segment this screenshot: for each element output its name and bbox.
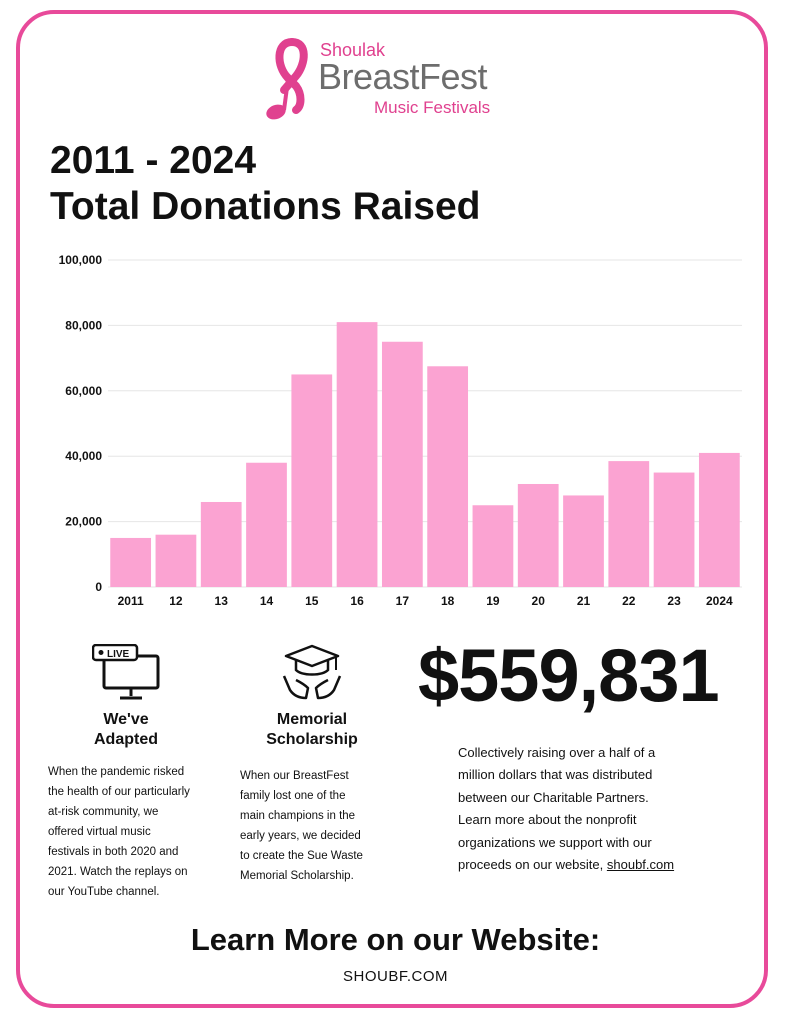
bar-2011 <box>110 537 152 587</box>
feature-title-scholarship: Memorial Scholarship <box>246 710 378 750</box>
body-line: When our BreastFest <box>240 770 349 782</box>
x-tick-label: 2024 <box>706 594 733 608</box>
x-tick-label: 18 <box>441 594 455 608</box>
title-years: 2011 - 2024 <box>50 139 257 182</box>
x-tick-label: 21 <box>577 594 591 608</box>
body-line: million dollars that was distributed <box>458 767 653 783</box>
feature-title-adapted: We've Adapted <box>60 710 192 750</box>
body-line: main champions in the <box>240 810 356 822</box>
y-tick-label: 0 <box>95 580 102 594</box>
x-tick-label: 16 <box>350 594 364 608</box>
body-line: When the pandemic risked <box>48 766 185 778</box>
total-amount: $559,831 <box>418 634 720 717</box>
pink-ribbon-music-note-icon <box>266 38 308 120</box>
donations-bar-chart: 0 20,000 40,000 60,000 80,000 100,000 2011 12 13… <box>59 253 742 608</box>
bar-14 <box>246 462 287 587</box>
feature-title-line: Memorial <box>276 711 348 728</box>
bar-2024 <box>698 452 740 587</box>
bar-18 <box>427 366 469 587</box>
body-line: family lost one of the <box>240 790 346 802</box>
feature-title-line: Adapted <box>94 731 158 748</box>
y-tick-label: 20,000 <box>65 515 102 529</box>
logo-line-shoulak: Shoulak <box>320 40 386 60</box>
bar-20 <box>517 483 559 587</box>
x-tick-label: 22 <box>622 594 636 608</box>
y-tick-label: 80,000 <box>65 318 102 332</box>
body-line: to create the Sue Waste <box>240 850 363 862</box>
feature-title-line: Scholarship <box>266 731 358 748</box>
live-stream-monitor-icon: LIVE <box>92 644 160 700</box>
bar-15 <box>291 374 333 587</box>
x-tick-label: 13 <box>215 594 229 608</box>
page-border <box>16 10 768 1008</box>
body-line: our YouTube channel. <box>48 886 160 898</box>
body-line: the health of our particularly <box>48 786 190 798</box>
body-line: 2021. Watch the replays on <box>48 866 188 878</box>
bar-22 <box>608 461 650 587</box>
body-line: offered virtual music <box>48 826 151 838</box>
body-line: Collectively raising over a half of a <box>458 745 656 760</box>
logo-line-music-festivals: Music Festivals <box>374 98 491 117</box>
body-line: early years, we decided <box>240 830 361 842</box>
x-tick-label: 15 <box>305 594 319 608</box>
bar-19 <box>472 505 514 587</box>
x-tick-label: 2011 <box>118 594 144 608</box>
x-tick-label: 14 <box>260 594 274 608</box>
bar-13 <box>200 501 242 587</box>
body-line: proceeds on our website, <box>458 857 607 873</box>
page-title: 2011 - 2024 Total Donations Raised <box>50 138 481 230</box>
body-line: at-risk community, we <box>48 806 159 818</box>
cta-website-url[interactable]: SHOUBF.COM <box>342 968 448 985</box>
x-tick-label: 20 <box>532 594 546 608</box>
x-tick-label: 17 <box>396 594 410 608</box>
body-line: between our Charitable Partners. <box>458 789 649 805</box>
body-line: Learn more about the nonprofit <box>458 812 637 828</box>
feature-body-scholarship: When our BreastFest family lost one of t… <box>240 766 400 886</box>
x-tick-label: 12 <box>169 594 183 608</box>
body-line: festivals in both 2020 and <box>48 846 179 858</box>
bar-12 <box>155 534 197 587</box>
total-description: Collectively raising over a half of a mi… <box>458 742 738 876</box>
bar-23 <box>653 472 695 587</box>
cta-heading: Learn More on our Website: <box>190 922 601 957</box>
feature-title-line: We've <box>103 711 149 728</box>
live-badge-label: LIVE <box>107 649 130 660</box>
website-link[interactable]: shoubf.com <box>606 857 675 873</box>
body-line: Memorial Scholarship. <box>240 870 354 882</box>
y-tick-label: 60,000 <box>65 384 102 398</box>
y-tick-label: 100,000 <box>59 253 103 267</box>
graduation-cap-hands-icon <box>282 644 342 700</box>
x-tick-label: 19 <box>486 594 500 608</box>
bar-17 <box>381 341 423 587</box>
title-text: Total Donations Raised <box>50 185 481 228</box>
logo: Shoulak BreastFest Music Festivals <box>262 36 532 124</box>
body-line: organizations we support with our <box>458 834 652 850</box>
feature-body-adapted: When the pandemic risked the health of o… <box>48 762 218 902</box>
bar-16 <box>336 322 378 587</box>
bar-21 <box>563 495 604 587</box>
logo-line-breastfest: BreastFest <box>318 56 488 97</box>
x-tick-label: 23 <box>667 594 681 608</box>
y-tick-label: 40,000 <box>65 449 102 463</box>
